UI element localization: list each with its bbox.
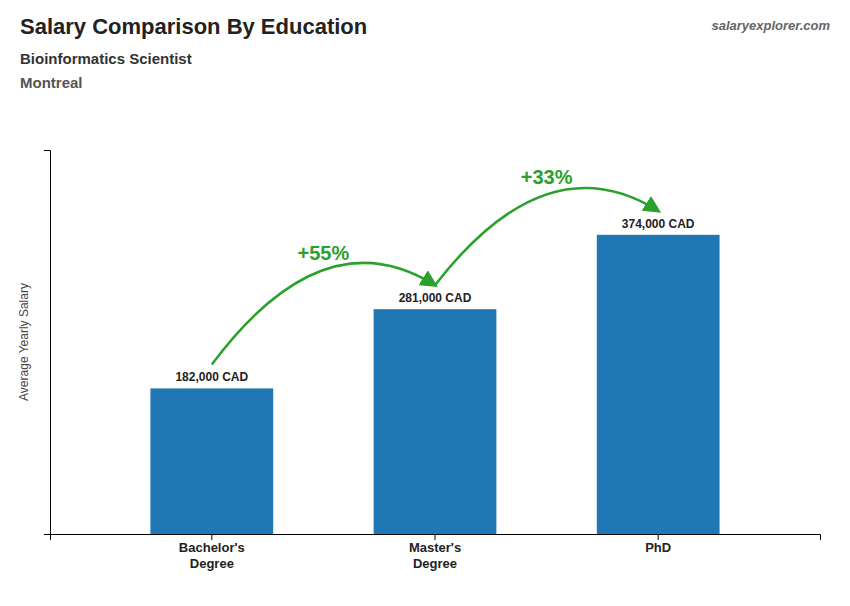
x-axis: Bachelor'sDegreeMaster'sDegreePhD: [51, 534, 821, 571]
data-label: 374,000 CAD: [622, 217, 695, 231]
subtitle: Bioinformatics Scientist: [20, 50, 192, 67]
data-label: 281,000 CAD: [399, 291, 472, 305]
x-tick-mark: [211, 534, 212, 540]
y-axis-title: Average Yearly Salary: [17, 283, 31, 401]
x-tick-label: PhD: [645, 540, 671, 555]
subtitle: Montreal: [20, 74, 83, 91]
x-tick-label: Master'sDegree: [409, 540, 461, 571]
bar: [374, 309, 497, 534]
chart: Salary Comparison By Education Bioinforma…: [0, 0, 850, 606]
x-tick-label-line: PhD: [645, 540, 671, 555]
x-tick-mark: [658, 534, 659, 540]
x-tick-mark: [435, 534, 436, 540]
x-tick: Master'sDegree: [409, 534, 461, 571]
data-labels: 182,000 CAD 281,000 CAD 374,000 CAD: [175, 217, 694, 385]
bar: [150, 388, 273, 534]
bars: [150, 235, 719, 534]
x-tick-label: Bachelor'sDegree: [179, 540, 245, 571]
x-tick-label-line: Bachelor's: [179, 540, 245, 555]
x-tick: PhD: [645, 534, 671, 555]
change-arrows: +55% +33%: [212, 166, 658, 364]
data-label: 182,000 CAD: [175, 370, 248, 384]
change-arrow: [212, 263, 435, 365]
x-tick-label-line: Degree: [413, 556, 457, 571]
plot: Bachelor'sDegreeMaster'sDegreePhDAverage…: [17, 151, 821, 571]
y-axis: [44, 151, 51, 535]
x-axis-line: [51, 535, 821, 541]
x-tick-label-line: Degree: [190, 556, 234, 571]
change-label: +33%: [521, 166, 573, 188]
change-arrow: [435, 188, 658, 285]
bar: [597, 235, 720, 534]
change-label: +55%: [298, 242, 350, 264]
x-tick-label-line: Master's: [409, 540, 461, 555]
x-tick: Bachelor'sDegree: [179, 534, 245, 571]
y-axis-line: [44, 151, 51, 535]
title: Salary Comparison By Education: [20, 14, 367, 39]
source: salaryexplorer.com: [711, 18, 830, 33]
